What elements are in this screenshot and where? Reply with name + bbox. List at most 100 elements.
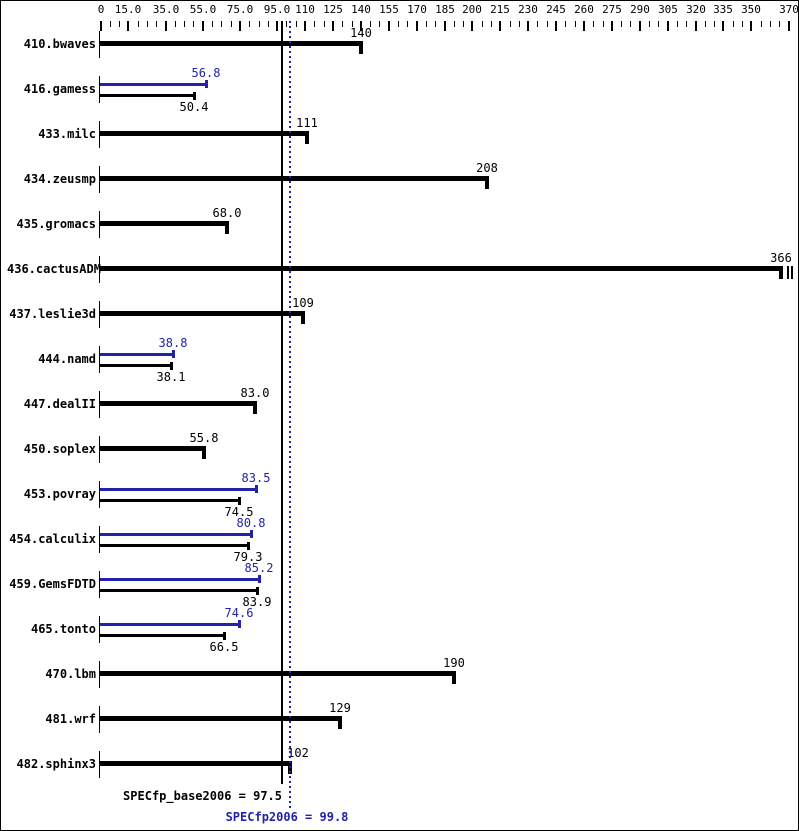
base-bar — [100, 401, 255, 406]
benchmark-label: 434.zeusmp — [23, 172, 96, 186]
axis-minor-tick — [268, 21, 269, 27]
axis-minor-tick — [537, 21, 538, 27]
axis-minor-tick — [398, 21, 399, 27]
peak-end-cap — [250, 530, 253, 538]
axis-minor-tick — [575, 21, 576, 27]
base-bar — [100, 364, 171, 367]
axis-minor-tick — [463, 21, 464, 27]
bar-end-cap — [485, 176, 489, 189]
axis-tick-label: 350 — [741, 3, 761, 16]
axis-tick-label: 215 — [490, 3, 510, 16]
axis-minor-tick — [212, 21, 213, 27]
base-bar — [100, 94, 194, 97]
axis-major-tick — [202, 21, 204, 31]
axis-tick-label: 55.0 — [189, 3, 217, 16]
peak-mean-label: SPECfp2006 = 99.8 — [225, 810, 349, 824]
axis-minor-tick — [231, 21, 232, 27]
peak-end-cap — [205, 80, 208, 88]
axis-minor-tick — [677, 21, 678, 27]
axis-minor-tick — [138, 21, 139, 27]
row-axis-spine — [99, 211, 100, 238]
axis-major-tick — [416, 21, 418, 31]
axis-minor-tick — [593, 21, 594, 27]
axis-minor-tick — [259, 21, 260, 27]
benchmark-label: 410.bwaves — [23, 37, 96, 51]
axis-minor-tick — [407, 21, 408, 27]
bar-overflow-tick — [787, 266, 789, 279]
axis-minor-tick — [156, 21, 157, 27]
axis-minor-tick — [770, 21, 771, 27]
base-bar — [100, 266, 781, 271]
axis-minor-tick — [686, 21, 687, 27]
axis-major-tick — [788, 21, 790, 31]
axis-tick-label: 335 — [713, 3, 733, 16]
axis-minor-tick — [482, 21, 483, 27]
axis-minor-tick — [761, 21, 762, 27]
axis-minor-tick — [286, 21, 287, 27]
base-bar — [100, 544, 248, 547]
axis-minor-tick — [370, 21, 371, 27]
axis-minor-tick — [426, 21, 427, 27]
axis-minor-tick — [603, 21, 604, 27]
axis-tick-label: 0 — [97, 3, 105, 16]
peak-value-label: 56.8 — [191, 66, 221, 80]
base-bar — [100, 446, 204, 451]
base-end-cap — [256, 587, 259, 595]
axis-minor-tick — [147, 21, 148, 27]
axis-minor-tick — [221, 21, 222, 27]
axis-minor-tick — [324, 21, 325, 27]
bar-end-cap — [225, 221, 229, 234]
row-axis-spine — [99, 436, 100, 463]
axis-tick-label: 230 — [518, 3, 538, 16]
axis-major-tick — [555, 21, 557, 31]
axis-tick-label: 170 — [407, 3, 427, 16]
bar-end-cap — [305, 131, 309, 144]
benchmark-label: 450.soplex — [23, 442, 96, 456]
row-axis-spine — [99, 616, 100, 643]
row-axis-spine — [99, 31, 100, 58]
axis-tick-label: 110 — [295, 3, 315, 16]
row-axis-spine — [99, 571, 100, 598]
base-value-label: 68.0 — [212, 206, 242, 220]
axis-major-tick — [127, 21, 129, 31]
base-bar — [100, 41, 361, 46]
peak-value-label: 74.6 — [224, 606, 254, 620]
bar-end-cap — [779, 266, 783, 279]
benchmark-label: 447.dealII — [23, 397, 96, 411]
peak-bar — [100, 83, 206, 86]
base-end-cap — [170, 362, 173, 370]
base-bar — [100, 221, 227, 226]
axis-minor-tick — [184, 21, 185, 27]
peak-value-label: 85.2 — [244, 561, 274, 575]
base-value-label: 190 — [443, 656, 465, 670]
base-bar — [100, 176, 487, 181]
axis-major-tick — [444, 21, 446, 31]
row-axis-spine — [99, 751, 100, 778]
base-value-label: 83.0 — [240, 386, 270, 400]
axis-minor-tick — [491, 21, 492, 27]
axis-minor-tick — [110, 21, 111, 27]
base-end-cap — [238, 497, 241, 505]
axis-major-tick — [667, 21, 669, 31]
base-bar — [100, 634, 224, 637]
peak-bar — [100, 353, 173, 356]
axis-major-tick — [639, 21, 641, 31]
axis-major-tick — [499, 21, 501, 31]
base-value-label: 129 — [329, 701, 351, 715]
axis-minor-tick — [547, 21, 548, 27]
benchmark-label: 482.sphinx3 — [16, 757, 96, 771]
axis-minor-tick — [435, 21, 436, 27]
base-value-label: 66.5 — [209, 640, 239, 654]
bar-end-cap — [253, 401, 257, 414]
benchmark-label: 416.gamess — [23, 82, 96, 96]
axis-tick-label: 305 — [658, 3, 678, 16]
base-end-cap — [223, 632, 226, 640]
axis-tick-label: 140 — [351, 3, 371, 16]
axis-minor-tick — [296, 21, 297, 27]
peak-end-cap — [255, 485, 258, 493]
axis-minor-tick — [621, 21, 622, 27]
axis-major-tick — [360, 21, 362, 31]
axis-tick-label: 15.0 — [114, 3, 142, 16]
axis-tick-label: 35.0 — [152, 3, 180, 16]
